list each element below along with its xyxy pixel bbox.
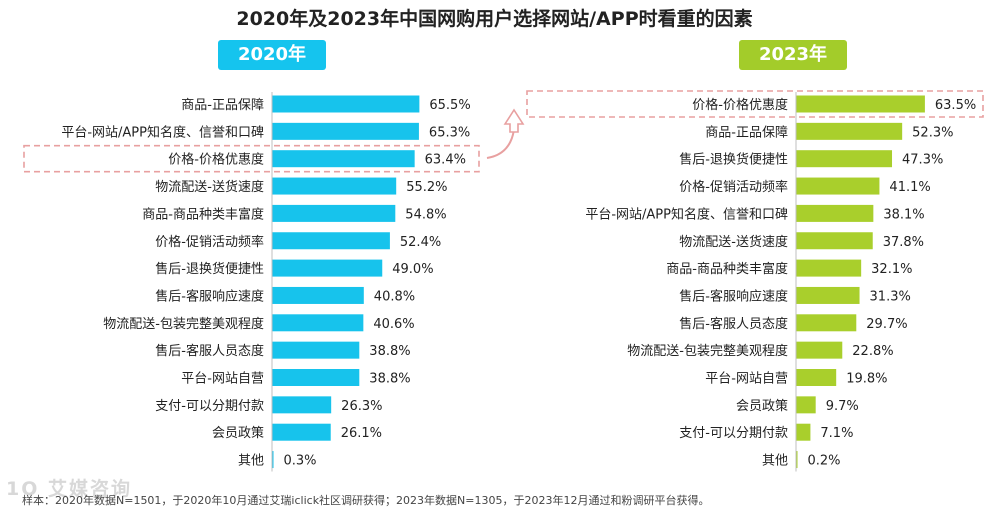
value-label-2020: 40.8% (374, 289, 415, 304)
value-label-2020: 38.8% (369, 372, 410, 387)
category-label-2023: 会员政策 (736, 398, 788, 414)
bar-2020 (272, 150, 415, 168)
category-label-2020: 物流配送-送货速度 (155, 179, 264, 195)
bar-2020 (272, 423, 331, 441)
value-label-2020: 55.2% (406, 180, 447, 195)
year-badge-2023: 2023年 (739, 40, 847, 70)
category-label-2020: 平台-网站/APP知名度、信誉和口碑 (61, 124, 264, 140)
bar-2020 (272, 286, 364, 304)
bar-2023 (796, 314, 857, 332)
value-label-2023: 41.1% (889, 180, 930, 195)
value-label-2023: 47.3% (902, 153, 943, 168)
category-label-2023: 商品-正品保障 (705, 125, 788, 140)
value-label-2020: 0.3% (284, 454, 317, 469)
bar-2023 (796, 396, 816, 414)
category-label-2023: 平台-网站/APP知名度、信誉和口碑 (585, 206, 788, 222)
value-label-2020: 49.0% (392, 262, 433, 277)
curved-arrow-icon (486, 108, 525, 159)
chart-title: 2020年及2023年中国网购用户选择网站/APP时看重的因素 (236, 8, 753, 30)
bar-2020 (272, 314, 364, 332)
value-label-2023: 0.2% (808, 454, 841, 469)
bar-2020 (272, 396, 332, 414)
value-label-2020: 40.6% (373, 317, 414, 332)
bar-2023 (796, 232, 873, 250)
value-label-2023: 63.5% (935, 98, 976, 113)
value-label-2023: 22.8% (852, 344, 893, 359)
category-label-2020: 售后-客服响应速度 (155, 288, 264, 304)
category-label-2020: 价格-促销活动频率 (155, 234, 264, 250)
value-label-2020: 65.3% (429, 125, 470, 140)
bar-2020 (272, 95, 420, 113)
value-label-2020: 65.5% (429, 98, 470, 113)
value-label-2020: 26.3% (341, 399, 382, 414)
category-label-2023: 平台-网站自营 (705, 372, 788, 387)
bar-2023 (796, 369, 837, 386)
category-label-2020: 售后-客服人员态度 (155, 343, 264, 359)
bar-2023 (796, 341, 843, 359)
category-label-2020: 售后-退换货便捷性 (155, 261, 264, 277)
bar-2023 (796, 423, 811, 441)
category-label-2020: 平台-网站自营 (181, 372, 264, 387)
watermark: 1O 艾媒咨询 (6, 478, 132, 500)
bar-2023 (796, 451, 798, 469)
footnote: 样本：2020年数据N=1501，于2020年10月通过艾瑞iclick社区调研… (22, 494, 710, 507)
bar-2020 (272, 369, 360, 386)
category-label-2020: 其他 (238, 454, 264, 469)
bar-2023 (796, 150, 893, 168)
category-label-2020: 商品-商品种类丰富度 (142, 206, 264, 222)
bar-2020 (272, 259, 383, 277)
category-label-2023: 物流配送-包装完整美观程度 (627, 343, 788, 359)
bar-2023 (796, 286, 860, 304)
value-label-2020: 26.1% (341, 426, 382, 441)
bar-2020 (272, 451, 274, 469)
category-label-2023: 价格-价格优惠度 (692, 97, 788, 113)
bar-2023 (796, 95, 925, 113)
bar-2023 (796, 177, 880, 195)
value-label-2020: 52.4% (400, 235, 441, 250)
value-label-2023: 38.1% (883, 207, 924, 222)
chart-panel-2020: 商品-正品保障 65.5% 平台-网站/APP知名度、信誉和口碑 65.3% 价格-价格… (23, 92, 480, 472)
value-label-2023: 7.1% (820, 426, 853, 441)
value-label-2023: 37.8% (883, 235, 924, 250)
bar-2023 (796, 204, 874, 222)
bar-2020 (272, 232, 390, 250)
highlight-box-2023 (526, 90, 984, 118)
value-label-2023: 9.7% (826, 399, 859, 414)
category-label-2023: 价格-促销活动频率 (679, 179, 788, 195)
value-label-2023: 52.3% (912, 125, 953, 140)
value-label-2023: 32.1% (871, 262, 912, 277)
category-label-2023: 其他 (762, 454, 788, 469)
chart-panel-2023: 价格-价格优惠度 63.5% 商品-正品保障 52.3% 售后-退换货便捷性 47.3% 价… (526, 90, 984, 472)
value-label-2023: 29.7% (866, 317, 907, 332)
category-label-2023: 售后-退换货便捷性 (679, 152, 788, 168)
bar-2020 (272, 177, 397, 195)
bar-2020 (272, 122, 419, 140)
category-label-2023: 支付-可以分期付款 (679, 426, 788, 441)
value-label-2020: 63.4% (425, 153, 466, 168)
category-label-2020: 价格-价格优惠度 (168, 152, 264, 168)
category-label-2020: 物流配送-包装完整美观程度 (103, 316, 264, 332)
category-label-2020: 会员政策 (212, 425, 264, 441)
value-label-2023: 31.3% (870, 289, 911, 304)
value-label-2020: 38.8% (369, 344, 410, 359)
category-label-2023: 售后-客服响应速度 (679, 288, 788, 304)
bar-2023 (796, 122, 903, 140)
category-label-2023: 售后-客服人员态度 (679, 316, 788, 332)
bar-2023 (796, 259, 862, 277)
value-label-2023: 19.8% (846, 372, 887, 387)
value-label-2020: 54.8% (405, 207, 446, 222)
bar-2020 (272, 204, 396, 222)
bar-2020 (272, 341, 360, 359)
category-label-2023: 物流配送-送货速度 (679, 234, 788, 250)
category-label-2020: 商品-正品保障 (181, 98, 264, 113)
category-label-2020: 支付-可以分期付款 (155, 399, 264, 414)
category-label-2023: 商品-商品种类丰富度 (666, 261, 788, 277)
year-badge-2020: 2020年 (218, 40, 326, 70)
